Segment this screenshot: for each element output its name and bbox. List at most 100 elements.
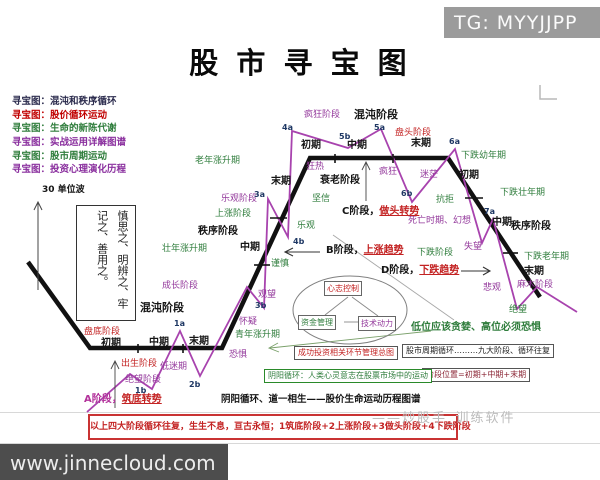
marker-4b: 4b	[293, 237, 305, 246]
label-top-early: 初期	[301, 140, 321, 151]
marker-3b: 3b	[255, 301, 267, 310]
label-disappointment: 失望	[464, 242, 483, 252]
label-rise-mid: 中期	[240, 242, 260, 253]
bottom-title: 阴阳循环、道一相生——股价生命运动历程图谱	[221, 394, 421, 405]
management-ellipse	[292, 275, 408, 345]
site-watermark-bar: www.jinnecloud.com	[0, 444, 228, 480]
label-wait-and-see: 观望	[258, 290, 277, 300]
d-stage-note: D阶段，下跌趋势	[381, 265, 459, 277]
label-fall-late: 末期	[524, 266, 544, 277]
label-base-stage: 盘底阶段	[84, 327, 121, 337]
label-rise-late: 末期	[271, 176, 291, 187]
label-head-stage: 盘头阶段	[395, 128, 432, 138]
label-bottom-late: 末期	[189, 336, 209, 347]
unit-axis-label: 30 单位波	[42, 185, 85, 195]
legend-item-psychology: 寻宝图：投资心理演化历程	[12, 164, 127, 175]
label-resist: 抗拒	[436, 195, 455, 205]
label-fall-early: 初期	[459, 170, 479, 181]
label-old-rise: 老年涨升期	[195, 156, 241, 166]
label-doubt: 怀疑	[239, 317, 258, 327]
label-prime-rise: 壮年涨升期	[162, 244, 208, 254]
label-bottom-mid: 中期	[149, 337, 169, 348]
legend-item-metabolism: 寻宝图：生命的新陈代谢	[12, 123, 117, 134]
label-fall-old: 下跌老年期	[524, 252, 570, 262]
triangle-technical-power: 技术动力	[358, 316, 396, 331]
label-top-mid: 中期	[347, 140, 367, 151]
label-rise-stage: 上涨阶段	[215, 209, 252, 219]
marker-5a: 5a	[374, 123, 385, 132]
youth-rise-pointer-icon	[267, 330, 432, 353]
marker-3a: 3a	[254, 190, 265, 199]
triangle-connectors	[324, 296, 379, 323]
b-stage-label: B阶段，	[326, 245, 364, 256]
label-decay-stage: 衰老阶段	[320, 175, 360, 186]
page-corner-mark	[539, 85, 557, 100]
marker-4a: 4a	[282, 123, 293, 132]
calligraphy-box: 慎思之、明辨之、牢记之、善用之。	[76, 205, 136, 321]
label-fall-stage: 下跌阶段	[417, 248, 454, 258]
b-stage-arrow-icon	[283, 247, 320, 257]
label-slump-period: 低迷期	[160, 362, 188, 372]
birth-arrow-icon	[110, 359, 120, 408]
marker-1a: 1a	[174, 319, 185, 328]
label-chaos-top: 混沌阶段	[354, 108, 398, 121]
label-youth-rise: 青年涨升期	[235, 330, 281, 340]
a-stage-note: A阶段，筑底转势	[84, 394, 162, 406]
a-stage-label: A阶段，	[84, 394, 122, 405]
label-despair-stage: 绝望阶段	[125, 375, 162, 385]
label-conviction: 坚信	[312, 194, 331, 204]
page-title: 股 市 寻 宝 图	[189, 46, 411, 80]
label-fall-prime: 下跌壮年期	[500, 188, 546, 198]
d-stage-arrow-icon	[461, 266, 492, 276]
label-birth-stage: 出生阶段	[121, 359, 158, 369]
marker-1b: 1b	[135, 386, 147, 395]
label-order-left: 秩序阶段	[198, 226, 238, 237]
tg-watermark: TG: MYYJJPP	[444, 7, 600, 38]
marker-2b: 2b	[189, 380, 201, 389]
c-stage-label: C阶段，	[342, 206, 380, 217]
legend-item-practice-map: 寻宝图：实战运用详解图谱	[12, 137, 127, 148]
label-confusion: 迷茫	[420, 170, 439, 180]
label-optimism: 乐观	[297, 221, 316, 231]
greed-fear-slogan: 低位应该贪婪、高位必须恐惧	[411, 322, 541, 333]
software-watermark-text: ——炒股手_训练软件	[372, 411, 516, 426]
label-frenzy: 疯狂	[379, 167, 398, 177]
label-fear: 恐惧	[229, 350, 248, 360]
label-numb-stage: 麻木阶段	[517, 280, 554, 290]
legend-item-price-cycle: 寻宝图：股价循环运动	[12, 110, 108, 121]
marker-7a: 7a	[484, 207, 495, 216]
cycle-note-box: 股市周期循环………九大阶段、循环往复	[402, 344, 554, 358]
position-note-box: 阶段位置=初期+中期+末期	[422, 368, 531, 382]
label-order-right: 秩序阶段	[511, 221, 551, 232]
label-fall-mid: 中期	[492, 217, 512, 228]
marker-6a: 6a	[449, 137, 460, 146]
label-pessimism: 悲观	[483, 283, 502, 293]
c-stage-note: C阶段，做头转势	[342, 206, 419, 218]
c-stage-trend: 做头转势	[379, 206, 420, 217]
label-despair: 绝望	[509, 305, 528, 315]
marker-5b: 5b	[339, 132, 351, 141]
tg-watermark-text: TG: MYYJJPP	[454, 12, 578, 34]
label-frenzy-stage: 疯狂阶段	[304, 110, 341, 120]
unit-axis-arrow-icon	[33, 200, 43, 290]
legend-item-market-period: 寻宝图：股市周期运动	[12, 151, 108, 162]
yinyang-note-box: 阴阳循环：人类心灵意志在股票市场中的运动	[264, 369, 432, 383]
d-stage-trend: 下跌趋势	[419, 265, 460, 276]
label-death-fantasy: 死亡时期、幻想	[408, 216, 472, 226]
b-stage-trend: 上涨趋势	[363, 245, 404, 256]
b-stage-note: B阶段，上涨趋势	[326, 245, 404, 257]
marker-6b: 6b	[401, 189, 413, 198]
label-fall-youth: 下跌幼年期	[461, 151, 507, 161]
label-top-late: 末期	[411, 138, 431, 149]
label-optimism-stage: 乐观阶段	[221, 194, 258, 204]
triangle-mind-control: 心志控制	[324, 281, 362, 296]
site-watermark-text: www.jinnecloud.com	[10, 451, 216, 475]
a-stage-trend: 筑底转势	[121, 394, 162, 405]
label-bottom-early: 初期	[101, 338, 121, 349]
triangle-money-management: 资金管理	[298, 315, 336, 330]
frenzy-arrow-icon	[361, 160, 371, 201]
divider-line-upper	[0, 412, 600, 413]
divider-line-lower	[0, 443, 600, 444]
